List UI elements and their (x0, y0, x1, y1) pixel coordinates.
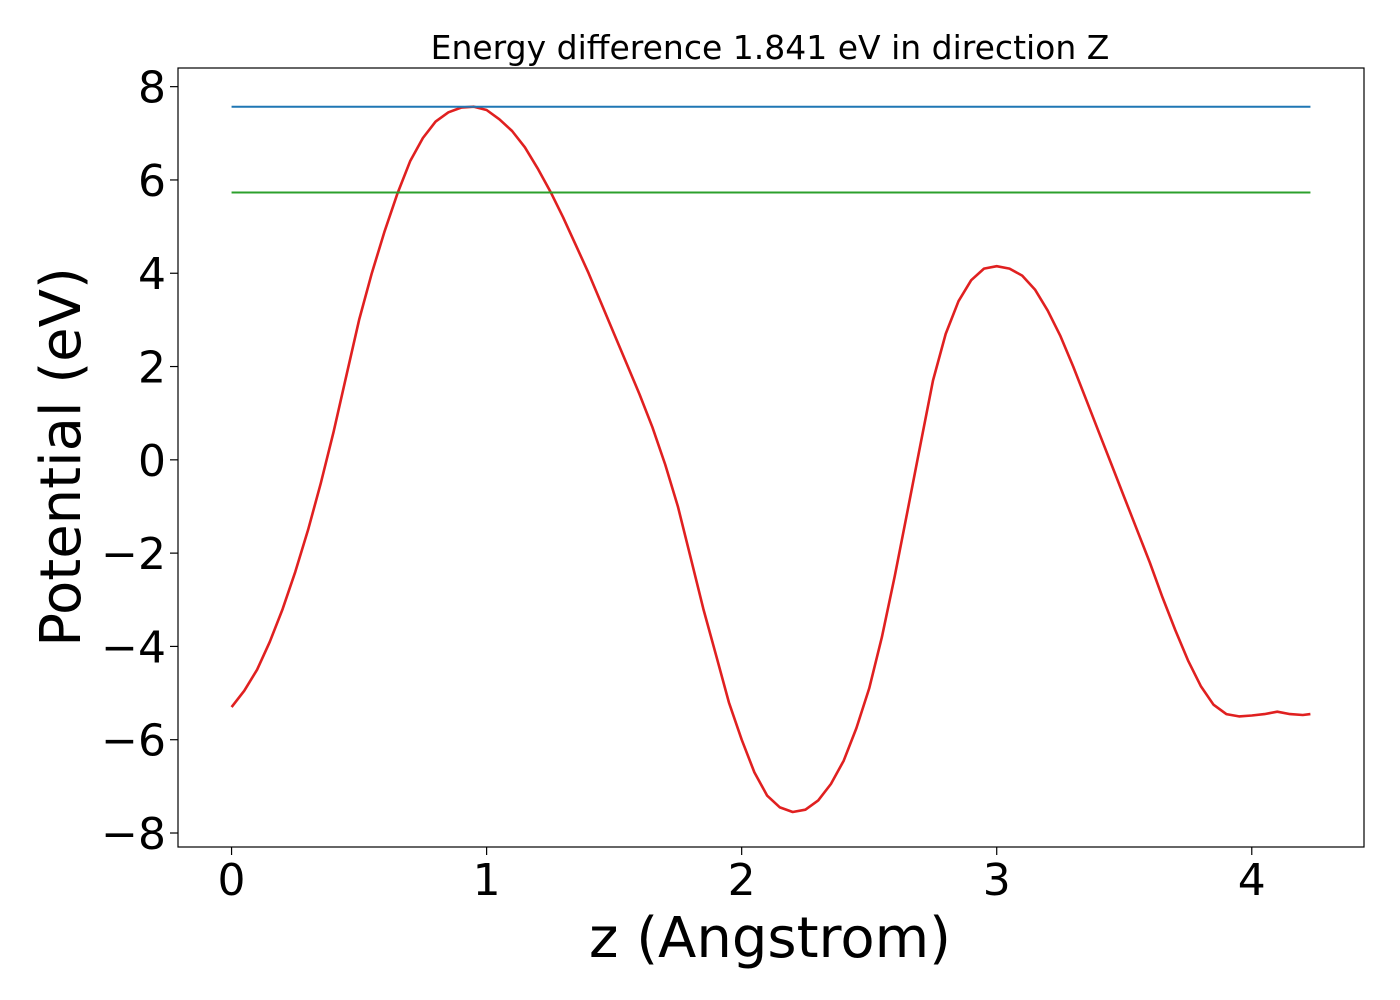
axes-frame (177, 67, 1365, 848)
y-axis: −8 −6 −4 −2 0 2 4 6 8 (101, 63, 178, 860)
x-tick-label: 2 (728, 855, 756, 906)
plot-area (230, 105, 1311, 814)
y-axis-label: Potential (eV) (29, 267, 94, 647)
potential-line (230, 105, 1311, 814)
x-tick-label: 4 (1238, 855, 1266, 906)
y-tick-label: 6 (138, 156, 166, 207)
chart-title: Energy difference 1.841 eV in direction … (431, 28, 1110, 67)
y-tick-label: −2 (101, 529, 166, 580)
x-axis: 0 1 2 3 4 (218, 847, 1266, 906)
x-tick-label: 0 (218, 855, 246, 906)
x-tick-label: 1 (473, 855, 501, 906)
y-tick-label: −4 (101, 622, 166, 673)
y-tick-label: −6 (101, 716, 166, 767)
y-tick-label: 2 (138, 343, 166, 394)
y-tick-label: 8 (138, 63, 166, 114)
x-tick-label: 3 (983, 855, 1011, 906)
x-axis-label: z (Angstrom) (589, 906, 951, 971)
y-tick-label: −8 (101, 809, 166, 860)
y-tick-label: 4 (138, 249, 166, 300)
y-tick-label: 0 (138, 436, 166, 487)
